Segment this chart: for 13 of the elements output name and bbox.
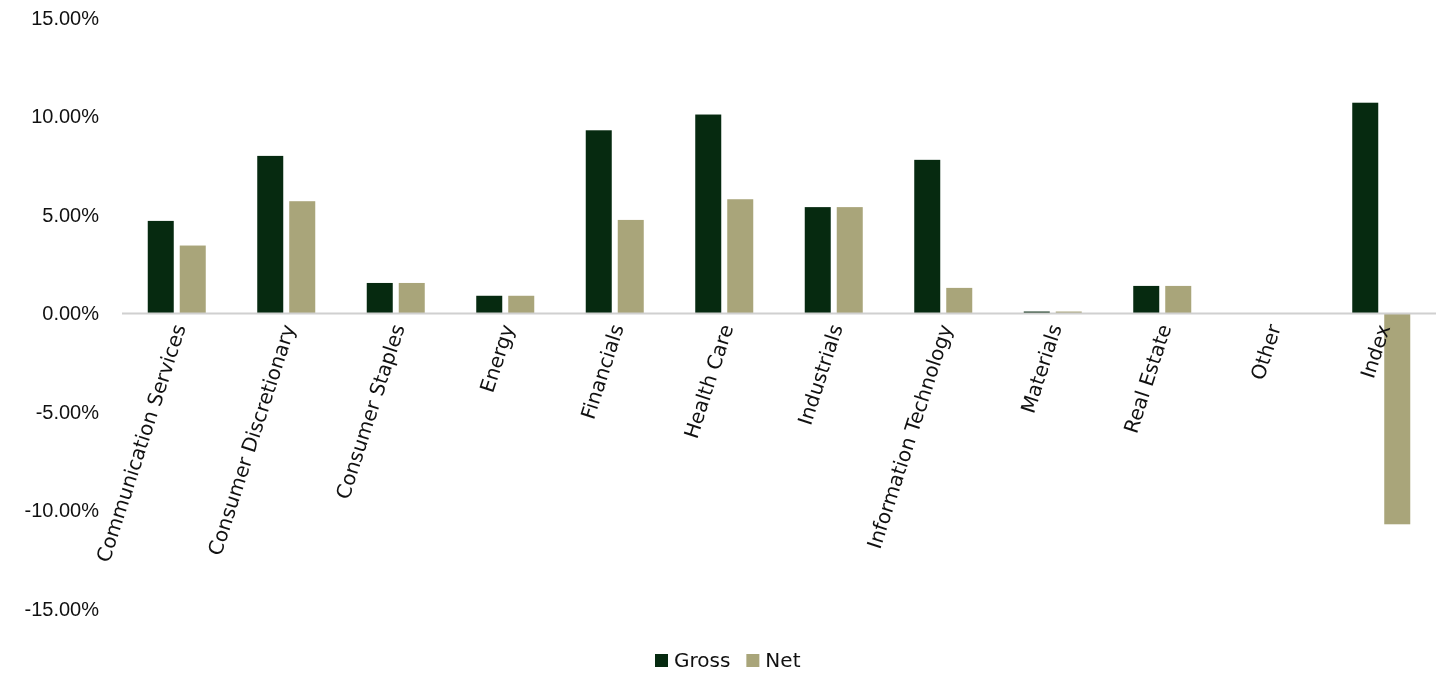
- y-tick-label: 0.00%: [42, 302, 100, 325]
- x-tick-label: Real Estate: [1118, 321, 1177, 437]
- legend-label: Gross: [674, 647, 731, 672]
- y-tick-label: 10.00%: [31, 105, 100, 128]
- y-tick-label: 15.00%: [31, 6, 100, 29]
- y-tick-label: -5.00%: [35, 400, 100, 423]
- x-tick-label: Health Care: [678, 321, 739, 442]
- y-tick-label: 5.00%: [42, 203, 100, 226]
- y-tick-label: -15.00%: [24, 597, 100, 620]
- legend-label: Net: [765, 647, 801, 672]
- x-tick-label: Other: [1245, 320, 1286, 383]
- y-tick-label: -10.00%: [24, 499, 100, 522]
- x-tick-label: Index: [1355, 321, 1396, 382]
